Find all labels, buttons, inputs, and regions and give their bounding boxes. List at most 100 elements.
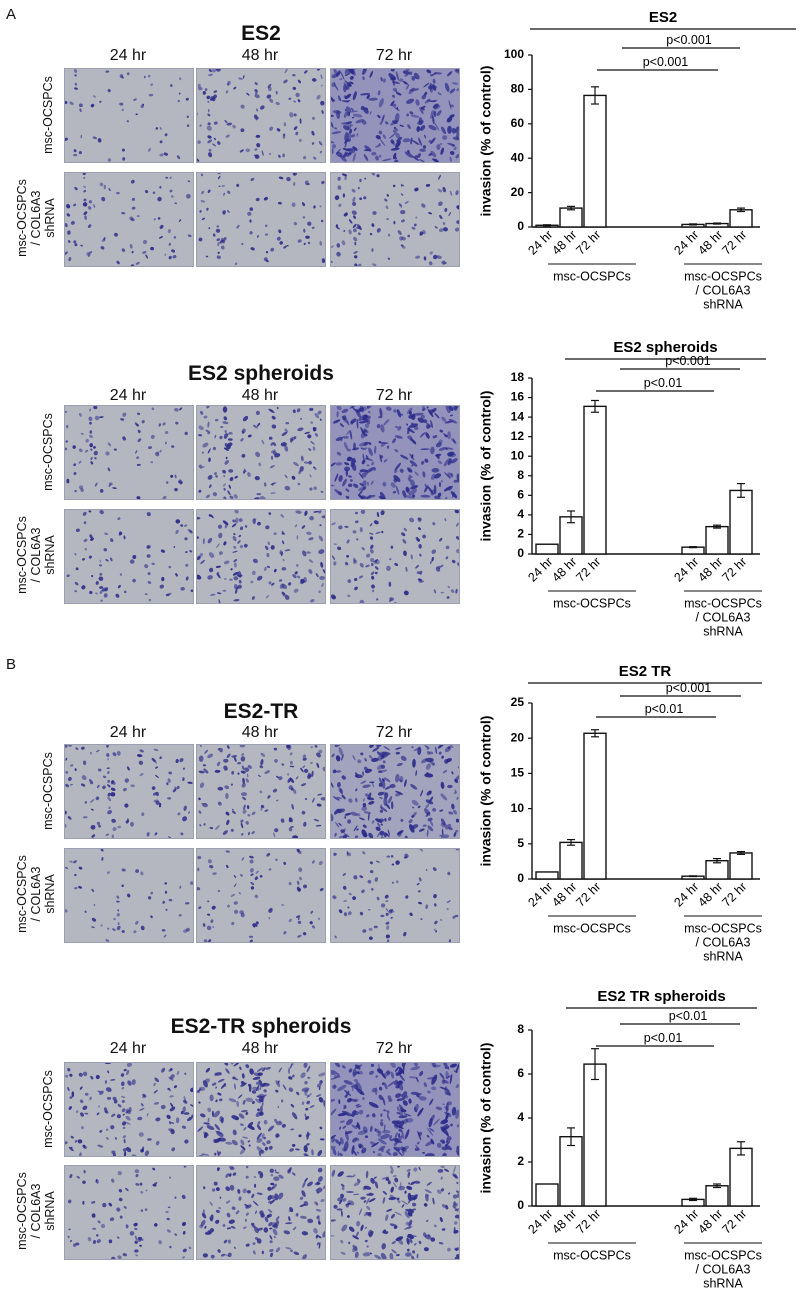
category-label: 24 hr	[671, 555, 701, 585]
y-tick-label: 6	[517, 1066, 524, 1080]
category-label: 24 hr	[671, 880, 701, 910]
time-label: 24 hr	[109, 1040, 147, 1057]
category-label: 72 hr	[573, 880, 603, 910]
y-tick-label: 14	[511, 409, 525, 423]
y-tick-label: 20	[511, 185, 525, 199]
y-axis-label: invasion (% of control)	[478, 66, 494, 217]
group-label: msc-OCSPCs	[553, 596, 631, 610]
y-tick-label: 8	[517, 468, 524, 482]
group-label: msc-OCSPCs	[684, 596, 762, 610]
panel-title: ES2-TR	[223, 700, 299, 723]
y-tick-label: 25	[511, 695, 525, 709]
y-tick-label: 100	[504, 47, 524, 61]
category-label: 72 hr	[719, 1207, 749, 1237]
y-tick-label: 0	[517, 219, 524, 233]
y-tick-label: 10	[511, 448, 525, 462]
y-tick-label: 4	[517, 1110, 524, 1124]
panel-letter-a: A	[6, 6, 17, 23]
y-tick-label: 2	[517, 527, 524, 541]
micrograph-image	[196, 848, 326, 943]
y-axis-label: invasion (% of control)	[478, 716, 494, 867]
micrograph-image	[196, 172, 326, 267]
chart-title: ES2 spheroids	[613, 339, 717, 356]
significance-label: p<0.01	[669, 1009, 708, 1023]
y-tick-label: 6	[517, 488, 524, 502]
y-tick-label: 5	[517, 836, 524, 850]
significance-label: p<0.001	[665, 354, 711, 368]
y-tick-label: 18	[511, 370, 525, 384]
micrograph-image	[196, 1165, 326, 1260]
significance-label: p<0.001	[666, 33, 712, 47]
time-label: 72 hr	[375, 724, 413, 741]
time-label: 72 hr	[375, 47, 413, 64]
significance-label: p<0.01	[645, 702, 684, 716]
micrograph-image	[330, 1165, 460, 1260]
category-label: 48 hr	[549, 1207, 579, 1237]
y-tick-label: 12	[511, 429, 525, 443]
y-tick-label: 2	[517, 1154, 524, 1168]
micrograph-image	[64, 1062, 194, 1157]
micrograph-image	[196, 744, 326, 839]
group-label: msc-OCSPCs	[553, 269, 631, 283]
group-label: msc-OCSPCs	[684, 1248, 762, 1262]
y-tick-label: 40	[511, 150, 525, 164]
category-label: 72 hr	[719, 880, 749, 910]
chart-title: ES2 TR spheroids	[597, 988, 725, 1005]
bar	[729, 852, 753, 880]
group-label: msc-OCSPCs	[684, 921, 762, 935]
bar	[729, 489, 753, 555]
micrograph-image	[330, 509, 460, 604]
group-label: shRNA	[703, 624, 743, 638]
time-label: 48 hr	[241, 47, 279, 64]
significance-label: p<0.01	[644, 1031, 683, 1045]
category-label: 48 hr	[695, 228, 725, 258]
bar	[729, 209, 753, 228]
y-tick-label: 60	[511, 116, 525, 130]
y-tick-label: 0	[517, 546, 524, 560]
bar	[583, 732, 607, 880]
bar	[705, 1185, 729, 1207]
category-label: 24 hr	[671, 1207, 701, 1237]
y-tick-label: 15	[511, 766, 525, 780]
group-label: / COL6A3	[696, 935, 751, 949]
y-tick-label: 0	[517, 1198, 524, 1212]
group-label: msc-OCSPCs	[553, 1248, 631, 1262]
micrograph-image	[196, 68, 326, 163]
category-label: 48 hr	[549, 228, 579, 258]
y-tick-label: 20	[511, 730, 525, 744]
bar	[583, 1063, 607, 1207]
panel-title: ES2	[241, 22, 281, 45]
y-axis-label: invasion (% of control)	[478, 1043, 494, 1194]
bar	[559, 1135, 583, 1207]
y-axis-label: invasion (% of control)	[478, 391, 494, 542]
chart-title: ES2 TR	[619, 663, 672, 680]
significance-label: p<0.001	[643, 55, 689, 69]
group-label: msc-OCSPCs	[553, 921, 631, 935]
micrograph-image	[330, 172, 460, 267]
category-label: 48 hr	[549, 555, 579, 585]
category-label: 24 hr	[525, 555, 555, 585]
micrograph-image	[196, 1062, 326, 1157]
category-label: 48 hr	[695, 1207, 725, 1237]
category-label: 72 hr	[719, 228, 749, 258]
group-label: / COL6A3	[696, 610, 751, 624]
category-label: 72 hr	[573, 555, 603, 585]
time-label: 24 hr	[109, 47, 147, 64]
category-label: 72 hr	[719, 555, 749, 585]
bar	[583, 405, 607, 555]
bar	[583, 94, 607, 228]
micrograph-image	[330, 1062, 460, 1157]
time-label: 72 hr	[375, 387, 413, 404]
bar	[535, 871, 559, 880]
time-label: 24 hr	[109, 724, 147, 741]
time-label: 48 hr	[241, 387, 279, 404]
group-label: shRNA	[703, 1276, 743, 1290]
bar	[535, 1183, 559, 1207]
chart-title: ES2	[649, 9, 677, 26]
bar	[559, 207, 583, 228]
group-label: / COL6A3	[696, 283, 751, 297]
micrograph-image	[330, 68, 460, 163]
category-label: 24 hr	[525, 1207, 555, 1237]
category-label: 24 hr	[525, 228, 555, 258]
